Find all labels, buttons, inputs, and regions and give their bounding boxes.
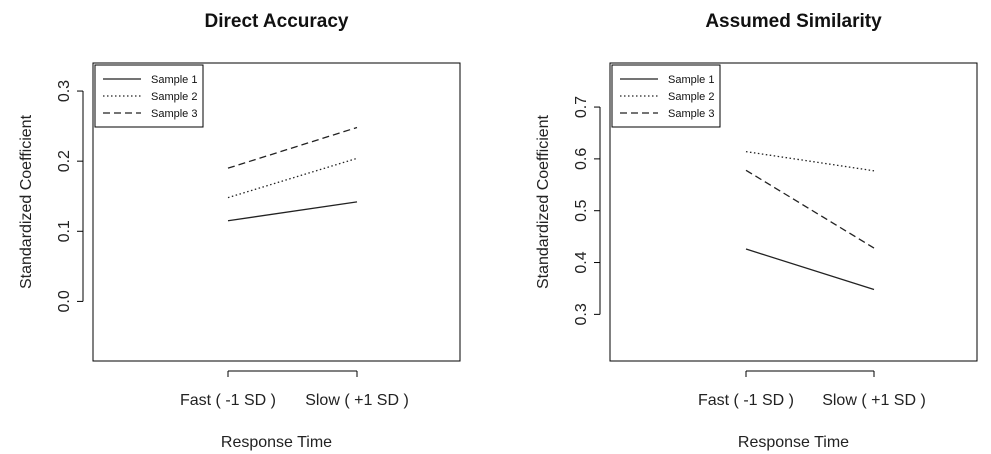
legend-box [94,64,204,128]
legend-label-sample-1: Sample 1 [668,74,714,86]
series-line-sample-3 [745,169,875,249]
series-line-sample-1 [745,248,875,291]
y-tick-label: 0.3 [56,80,73,102]
plot-area-frame [609,62,978,362]
y-tick-label: 0.5 [573,199,590,221]
series-line-sample-1 [227,201,358,222]
legend-label-sample-1: Sample 1 [151,74,197,86]
chart-title: Direct Accuracy [205,11,349,32]
x-tick-label: Slow ( +1 SD ) [305,392,409,409]
y-axis-label: Standardized Coefficient [18,114,35,289]
legend-label-sample-3: Sample 3 [151,108,197,120]
legend-box [611,64,721,128]
legend: Sample 1 Sample 2 Sample 3 [611,64,721,128]
x-tick-label: Fast ( -1 SD ) [180,392,276,409]
y-tick-label: 0.6 [573,148,590,170]
y-tick-label: 0.3 [573,303,590,325]
y-tick-label: 0.1 [56,220,73,242]
y-tick-label: 0.7 [573,96,590,118]
legend: Sample 1 Sample 2 Sample 3 [94,64,204,128]
x-tick-label: Fast ( -1 SD ) [698,392,794,409]
y-axis-label: Standardized Coefficient [535,114,552,289]
series-line-sample-3 [227,126,358,169]
chart-title: Assumed Similarity [705,11,882,32]
legend-label-sample-2: Sample 2 [668,91,714,103]
series-line-sample-2 [745,150,875,172]
y-tick-label: 0.0 [56,290,73,312]
chart-panel-2: Assumed Similarity 0.3 0.4 0.5 0.6 0.7 Fast ( … [535,11,978,451]
x-axis-label: Response Time [221,434,332,451]
x-tick-label: Slow ( +1 SD ) [822,392,926,409]
y-tick-label: 0.2 [56,150,73,172]
plot-area-frame [92,62,461,362]
y-tick-label: 0.4 [573,251,590,273]
x-axis-label: Response Time [738,434,849,451]
series-line-sample-2 [227,157,358,199]
legend-label-sample-3: Sample 3 [668,108,714,120]
legend-label-sample-2: Sample 2 [151,91,197,103]
chart-panel-1: Direct Accuracy 0.0 0.1 0.2 0.3 Fast ( -1 SD … [18,11,461,451]
